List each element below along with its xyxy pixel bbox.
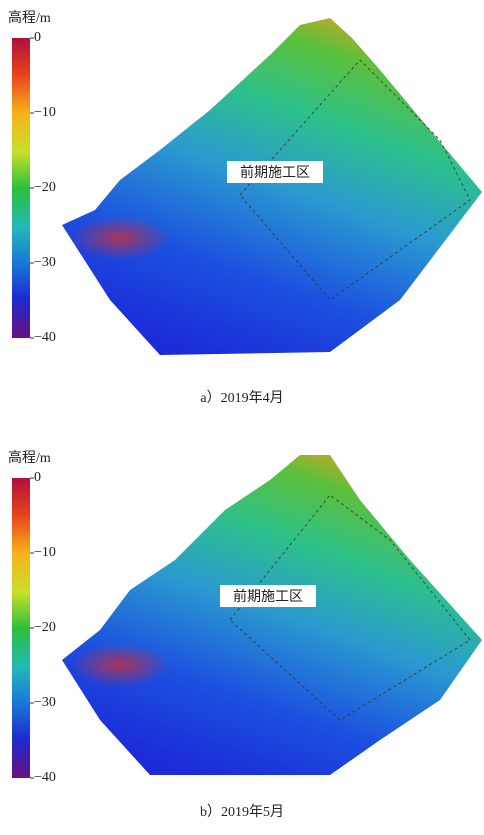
tick-label: −40 — [34, 770, 56, 785]
tick-label: −30 — [34, 695, 56, 710]
tick-label: 0 — [34, 30, 41, 45]
tick-label: −10 — [34, 545, 56, 560]
panel: 高程/m 0 −10 −20 −30 −40 前期施工区 a）2019年4月 — [8, 9, 482, 406]
tick-label: −30 — [34, 255, 56, 270]
panel: 高程/m 0 −10 −20 −30 −40 前期施工区 b）2019年5月 — [8, 449, 482, 820]
tick-label: −20 — [34, 620, 56, 635]
caption: b）2019年5月 — [200, 804, 284, 820]
deep-area — [70, 216, 170, 260]
area-label: 前期施工区 — [233, 588, 303, 605]
deep-area — [70, 643, 170, 687]
bathymetry-map — [62, 18, 482, 355]
area-label: 前期施工区 — [240, 164, 310, 181]
tick-label: 0 — [34, 470, 41, 485]
colorbar — [12, 478, 30, 778]
tick-label: −20 — [34, 180, 56, 195]
caption: a）2019年4月 — [200, 390, 283, 406]
figure: 高程/m 0 −10 −20 −30 −40 前期施工区 a）2019年4月 高程/m 0 −10… — [0, 0, 484, 830]
colorbar-label: 高程/m — [8, 449, 51, 466]
colorbar-label: 高程/m — [8, 9, 51, 26]
tick-label: −40 — [34, 330, 56, 345]
tick-label: −10 — [34, 105, 56, 120]
bathymetry-map — [62, 455, 482, 775]
colorbar — [12, 38, 30, 338]
